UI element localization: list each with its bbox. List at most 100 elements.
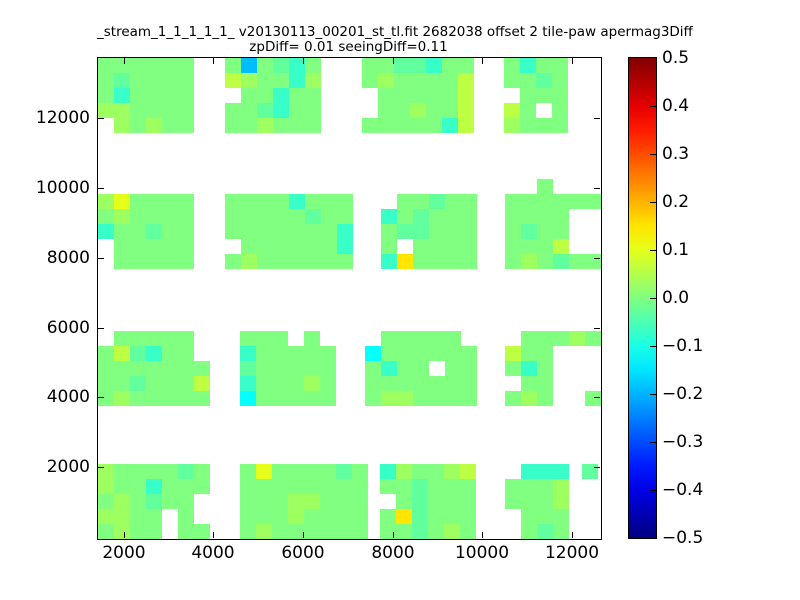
x-tick-label: 4000 [191,543,235,563]
heatmap-cell [553,494,569,509]
heatmap-cell [396,494,412,509]
colorbar-tick [650,346,656,347]
heatmap-cell [257,103,273,118]
heatmap-cell [537,376,553,391]
x-tick [303,58,304,64]
heatmap-cell [162,73,178,88]
heatmap-cell [130,509,146,524]
heatmap-cell [378,103,394,118]
heatmap-cell [352,524,368,539]
heatmap-cell [413,209,429,224]
x-tick [572,532,573,538]
heatmap-cell [537,391,553,406]
heatmap-cell [130,346,146,361]
heatmap-cell [178,118,194,133]
heatmap-cell [256,391,272,406]
heatmap-cell [130,88,146,103]
heatmap-cell [320,479,336,494]
heatmap-cell [178,194,194,209]
y-tick [594,188,600,189]
heatmap-cell [114,361,130,376]
heatmap-cell [146,224,162,239]
heatmap-cell [130,194,146,209]
heatmap-cell [178,346,194,361]
chart-subtitle: zpDiff= 0.01 seeingDiff=0.11 [249,39,448,55]
heatmap-cell [178,209,194,224]
heatmap-cell [304,376,320,391]
heatmap-cell [98,376,114,391]
heatmap-cell [289,58,305,73]
heatmap-cell [537,254,553,269]
heatmap-cell [241,224,257,239]
heatmap-cell [273,88,289,103]
heatmap-cell [305,254,321,269]
heatmap-cell [352,464,368,479]
y-tick [594,258,600,259]
heatmap-cell [114,509,130,524]
heatmap-cell [257,194,273,209]
heatmap-cell [305,224,321,239]
heatmap-cell [380,524,396,539]
heatmap-cell [397,194,413,209]
heatmap-cell [458,88,474,103]
heatmap-cell [362,118,378,133]
heatmap-cell [585,331,601,346]
heatmap-cell [505,194,521,209]
heatmap-cell [162,464,178,479]
heatmap-cell [537,524,553,539]
heatmap-cell [381,391,397,406]
heatmap-cell [162,118,178,133]
heatmap-cell [413,224,429,239]
heatmap-cell [304,494,320,509]
heatmap-cell [178,494,194,509]
heatmap-cell [162,58,178,73]
heatmap-cell [362,73,378,88]
heatmap-cell [445,254,461,269]
heatmap-cell [365,376,381,391]
x-tick [213,58,214,64]
heatmap-cell [225,58,241,73]
heatmap-cell [146,194,162,209]
colorbar-tick-label: 0.0 [662,288,690,308]
heatmap-cell [273,73,289,88]
heatmap-cell [241,118,257,133]
colorbar-tick [650,154,656,155]
heatmap-cell [445,239,461,254]
heatmap-cell [537,346,553,361]
heatmap-cell [380,479,396,494]
heatmap-cell [537,509,553,524]
heatmap-cell [461,391,477,406]
heatmap-cell [240,509,256,524]
heatmap-cell [273,209,289,224]
heatmap-cell [552,118,568,133]
heatmap-cell [520,118,536,133]
heatmap-cell [288,391,304,406]
heatmap-cell [504,103,520,118]
heatmap-cell [444,509,460,524]
x-tick [393,532,394,538]
heatmap-cell [445,361,461,376]
heatmap-cell [130,58,146,73]
colorbar-tick [650,442,656,443]
x-tick-label: 10000 [454,543,510,563]
heatmap-cell [397,361,413,376]
heatmap-cell [413,361,429,376]
heatmap-cell [397,254,413,269]
heatmap-cell [461,254,477,269]
heatmap-cell [413,376,429,391]
heatmap-cell [257,209,273,224]
heatmap-cell [444,494,460,509]
heatmap-cell [426,118,442,133]
x-tick-label: 6000 [281,543,325,563]
heatmap-cell [552,58,568,73]
heatmap-cell [445,376,461,391]
heatmap-cell [378,118,394,133]
heatmap-cell [461,361,477,376]
heatmap-cell [381,346,397,361]
chart-title: _stream_1_1_1_1_1_ v20130113_00201_st_tl… [97,24,693,40]
heatmap-cell [337,254,353,269]
y-tick-label: 6000 [46,318,90,338]
heatmap-cell [504,73,520,88]
heatmap-cell [289,73,305,88]
heatmap-cell [273,194,289,209]
